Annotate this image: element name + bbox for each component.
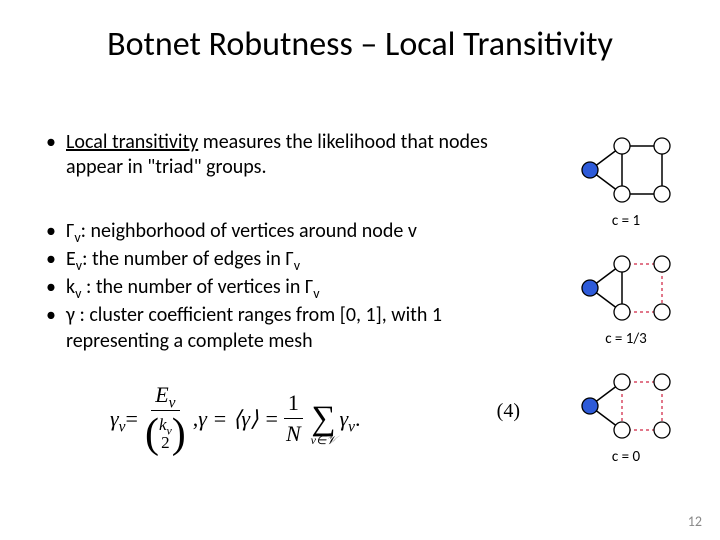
bullet-intro: Local transitivity measures the likeliho… <box>44 130 514 180</box>
k-text: : the number of vertices in Γ <box>81 275 313 299</box>
intro-block: Local transitivity measures the likeliho… <box>44 130 514 184</box>
f-gamma-v: γv <box>110 406 126 432</box>
f-frac1: Ev ( kv 2 ) <box>141 382 190 455</box>
y-text: : cluster coefficient ranges from [0, 1]… <box>66 303 442 353</box>
f-frac1-num: Ev <box>151 382 179 411</box>
slide-title: Botnet Robutness – Local Transitivity <box>0 24 720 65</box>
diagram-c1: c = 1 <box>556 132 696 230</box>
binom-bot: 2 <box>161 434 170 452</box>
k-text-sub: v <box>313 285 319 302</box>
def-gamma: γ : cluster coefficient ranges from [0, … <box>44 302 514 354</box>
sum-sigma: ∑ <box>311 404 335 434</box>
intro-underline: Local transitivity <box>66 130 198 154</box>
def-k-v: kv : the number of vertices in Γv <box>44 274 514 300</box>
f-sum: ∑ v∈𝒱 <box>311 392 337 446</box>
slide: Botnet Robutness – Local Transitivity Lo… <box>0 0 720 540</box>
label-c0: c = 0 <box>612 448 640 466</box>
binom-stack: kv 2 <box>159 416 172 452</box>
sum-lower: v∈𝒱 <box>311 434 337 446</box>
diagrams-column: c = 1 c = 1/3 <box>556 132 696 486</box>
f-period: . <box>355 406 361 432</box>
graph-c13 <box>576 250 676 326</box>
f-gamma-avg: γ = ⟨γ⟩ = <box>198 406 279 432</box>
equation-number: (4) <box>497 400 520 423</box>
definitions-block: Γv: neighborhood of vertices around node… <box>44 218 514 356</box>
f-N: N <box>282 419 305 447</box>
k-sym: k <box>66 275 75 299</box>
e-text: : the number of edges in Γ <box>82 247 294 271</box>
lparen: ( <box>145 413 159 455</box>
f-frac2: 1 N <box>282 390 305 447</box>
formula-block: γv = Ev ( kv 2 ) , <box>110 382 530 455</box>
page-number: 12 <box>688 513 702 530</box>
diagram-c13: c = 1/3 <box>556 250 696 348</box>
f-one: 1 <box>284 390 303 419</box>
f-frac1-den: ( kv 2 ) <box>141 411 190 455</box>
diagram-c0: c = 0 <box>556 368 696 466</box>
f-gamma-v2: γv <box>339 406 355 432</box>
def-gamma-v: Γv: neighborhood of vertices around node… <box>44 218 514 244</box>
formula-row: γv = Ev ( kv 2 ) , <box>110 382 530 455</box>
gamma-text: : neighborhood of vertices around node v <box>81 219 417 243</box>
e-text-sub: v <box>294 257 300 274</box>
rparen: ) <box>172 413 186 455</box>
e-sym: E <box>66 247 76 271</box>
label-c1: c = 1 <box>612 212 640 230</box>
f-binom: ( kv 2 ) <box>145 413 186 455</box>
graph-c1 <box>576 132 676 208</box>
def-e-v: Ev: the number of edges in Γv <box>44 246 514 272</box>
binom-top: kv <box>159 416 172 434</box>
y-sym: γ <box>66 303 75 327</box>
label-c13: c = 1/3 <box>605 330 647 348</box>
graph-c0 <box>576 368 676 444</box>
f-eq1: = <box>126 406 138 432</box>
